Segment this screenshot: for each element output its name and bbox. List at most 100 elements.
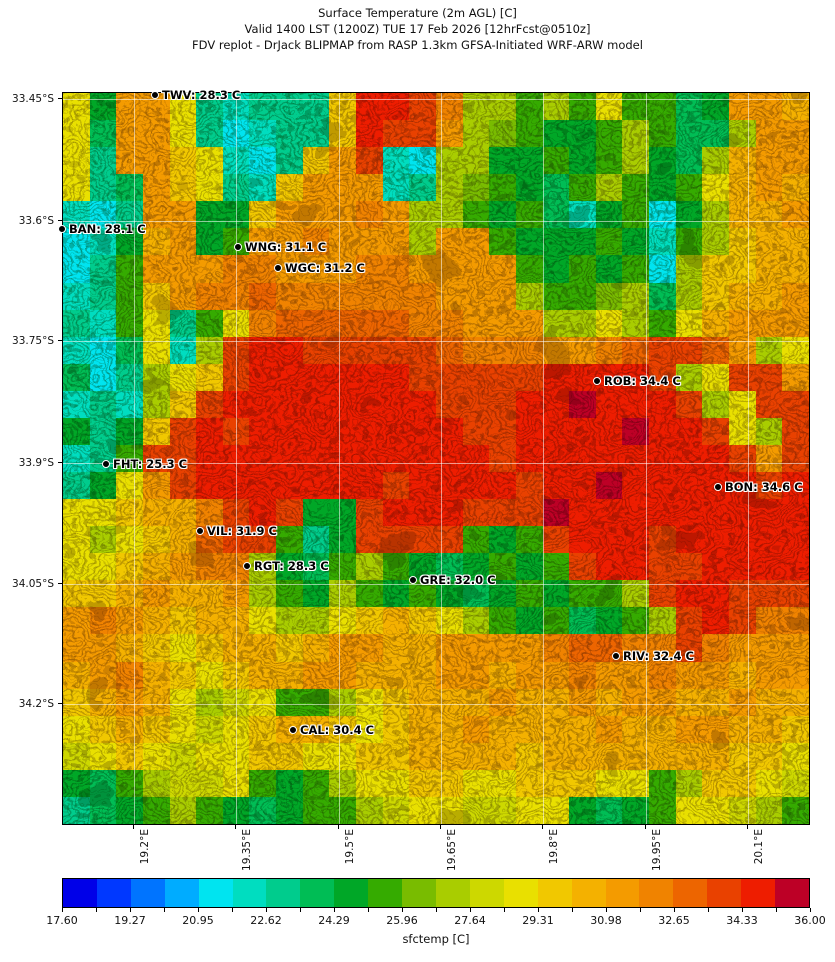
x-tick-label: 19.35°E bbox=[241, 829, 253, 871]
title-line-1: Surface Temperature (2m AGL) [C] bbox=[318, 6, 517, 20]
colorbar-tick-label: 32.65 bbox=[658, 914, 690, 927]
gridline-horizontal bbox=[63, 221, 809, 222]
colorbar-tick-label: 36.00 bbox=[794, 914, 826, 927]
y-axis-tick bbox=[58, 462, 62, 463]
colorbar-tick bbox=[334, 908, 335, 912]
colorbar-segment bbox=[741, 879, 776, 907]
colorbar-tick bbox=[708, 908, 709, 912]
colorbar-segment bbox=[63, 879, 97, 907]
y-axis-tick bbox=[58, 220, 62, 221]
colorbar-tick-label: 24.29 bbox=[318, 914, 350, 927]
colorbar bbox=[62, 878, 810, 908]
colorbar-tick bbox=[164, 908, 165, 912]
colorbar-segment bbox=[503, 879, 538, 907]
colorbar-tick-label: 30.98 bbox=[590, 914, 622, 927]
colorbar-segment bbox=[164, 879, 199, 907]
colorbar-tick bbox=[742, 908, 743, 912]
colorbar-tick bbox=[470, 908, 471, 912]
colorbar-tick bbox=[402, 908, 403, 912]
colorbar-tick-label: 22.62 bbox=[250, 914, 282, 927]
colorbar-segment bbox=[198, 879, 233, 907]
x-axis-tick bbox=[440, 825, 441, 829]
x-tick-label: 19.2°E bbox=[139, 829, 151, 865]
colorbar-tick bbox=[300, 908, 301, 912]
colorbar-tick bbox=[62, 908, 63, 912]
colorbar-segment bbox=[368, 879, 403, 907]
colorbar-tick bbox=[436, 908, 437, 912]
colorbar-segment bbox=[402, 879, 436, 907]
colorbar-tick bbox=[640, 908, 641, 912]
gridline-vertical bbox=[134, 93, 135, 824]
x-axis-tick bbox=[133, 825, 134, 829]
colorbar-segment bbox=[605, 879, 640, 907]
colorbar-segment bbox=[673, 879, 708, 907]
colorbar-segment bbox=[232, 879, 267, 907]
colorbar-tick-label: 17.60 bbox=[46, 914, 78, 927]
colorbar-segment bbox=[775, 879, 809, 907]
x-tick-label: 19.8°E bbox=[548, 829, 560, 865]
figure-title: Surface Temperature (2m AGL) [C] Valid 1… bbox=[0, 5, 835, 53]
x-axis-tick bbox=[645, 825, 646, 829]
gridline-vertical bbox=[646, 93, 647, 824]
y-tick-label: 33.75°S bbox=[12, 335, 54, 347]
gridline-horizontal bbox=[63, 341, 809, 342]
title-line-2: Valid 1400 LST (1200Z) TUE 17 Feb 2026 [… bbox=[244, 22, 591, 36]
colorbar-segment bbox=[537, 879, 572, 907]
colorbar-tick bbox=[232, 908, 233, 912]
colorbar-tick bbox=[572, 908, 573, 912]
colorbar-tick-label: 34.33 bbox=[726, 914, 758, 927]
colorbar-tick bbox=[130, 908, 131, 912]
contour-overlay bbox=[63, 93, 809, 824]
colorbar-segment bbox=[300, 879, 335, 907]
x-tick-label: 19.65°E bbox=[446, 829, 458, 871]
map bbox=[62, 92, 810, 825]
colorbar-tick bbox=[198, 908, 199, 912]
y-axis-tick bbox=[58, 703, 62, 704]
colorbar-segment bbox=[469, 879, 504, 907]
y-tick-label: 33.6°S bbox=[18, 215, 54, 227]
colorbar-segment bbox=[707, 879, 742, 907]
y-tick-label: 34.2°S bbox=[18, 698, 54, 710]
colorbar-segment bbox=[266, 879, 301, 907]
gridline-horizontal bbox=[63, 704, 809, 705]
colorbar-segment bbox=[334, 879, 369, 907]
x-axis-tick bbox=[542, 825, 543, 829]
gridline-vertical bbox=[339, 93, 340, 824]
gridline-vertical bbox=[441, 93, 442, 824]
gridline-vertical bbox=[748, 93, 749, 824]
gridline-vertical bbox=[543, 93, 544, 824]
colorbar-segment bbox=[435, 879, 470, 907]
y-tick-label: 33.9°S bbox=[18, 457, 54, 469]
colorbar-tick bbox=[368, 908, 369, 912]
colorbar-tick bbox=[96, 908, 97, 912]
y-tick-label: 33.45°S bbox=[12, 93, 54, 105]
gridline-horizontal bbox=[63, 99, 809, 100]
gridline-horizontal bbox=[63, 584, 809, 585]
x-tick-label: 19.5°E bbox=[344, 829, 356, 865]
colorbar-tick bbox=[810, 908, 811, 912]
colorbar-tick bbox=[674, 908, 675, 912]
colorbar-tick-label: 27.64 bbox=[454, 914, 486, 927]
x-tick-label: 19.95°E bbox=[651, 829, 663, 871]
y-axis-tick bbox=[58, 98, 62, 99]
y-tick-label: 34.05°S bbox=[12, 578, 54, 590]
colorbar-tick bbox=[606, 908, 607, 912]
colorbar-segment bbox=[639, 879, 674, 907]
title-line-3: FDV replot - DrJack BLIPMAP from RASP 1.… bbox=[192, 38, 643, 52]
x-axis-tick bbox=[338, 825, 339, 829]
colorbar-segment bbox=[130, 879, 165, 907]
x-axis-tick bbox=[235, 825, 236, 829]
gridline-horizontal bbox=[63, 463, 809, 464]
gridline-vertical bbox=[236, 93, 237, 824]
colorbar-segment bbox=[96, 879, 131, 907]
colorbar-tick bbox=[504, 908, 505, 912]
x-axis-tick bbox=[747, 825, 748, 829]
colorbar-tick bbox=[538, 908, 539, 912]
colorbar-tick-label: 29.31 bbox=[522, 914, 554, 927]
colorbar-area: 17.60 19.27 20.95 22.62 24.29 25.96 27.64 29.31… bbox=[46, 878, 826, 958]
x-tick-label: 20.1°E bbox=[753, 829, 765, 865]
colorbar-tick-label: 25.96 bbox=[386, 914, 418, 927]
colorbar-tick-label: 19.27 bbox=[114, 914, 146, 927]
colorbar-tick bbox=[266, 908, 267, 912]
